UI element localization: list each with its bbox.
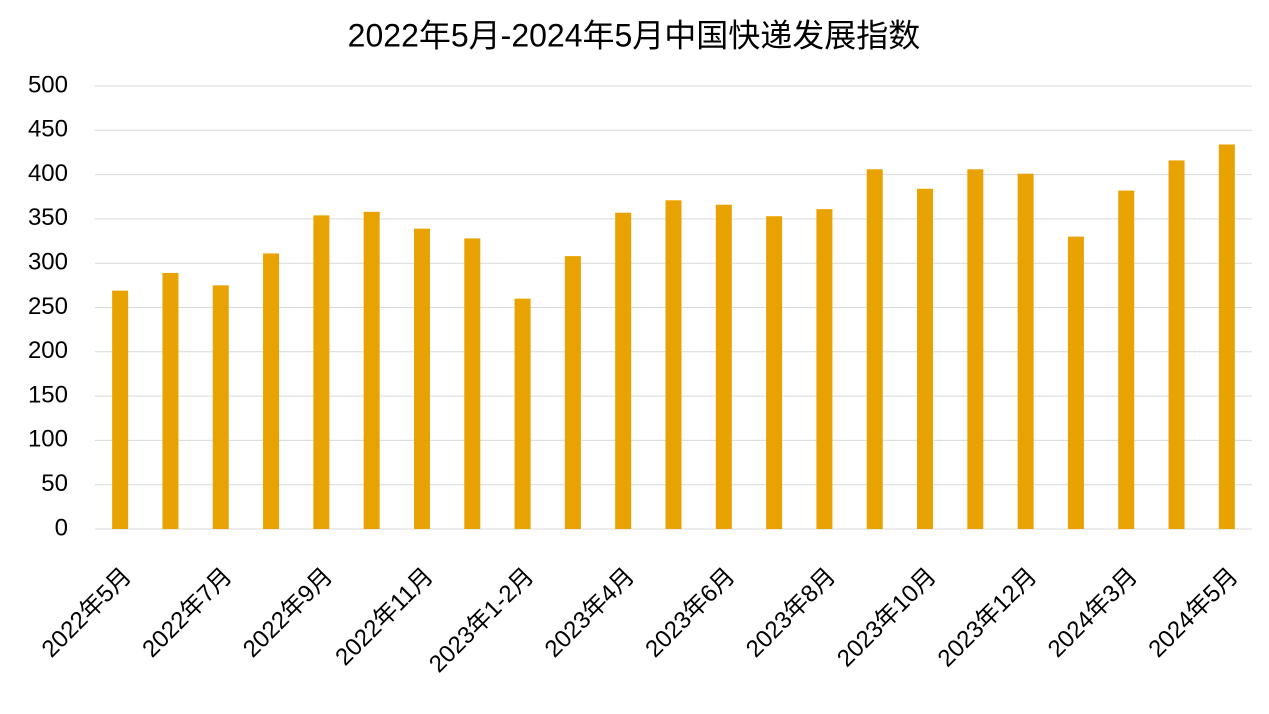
x-tick-label: 2023年8月 xyxy=(741,563,841,663)
bar xyxy=(162,272,179,529)
y-tick-label: 300 xyxy=(28,249,68,276)
y-tick-label: 450 xyxy=(28,116,68,143)
y-tick-label: 400 xyxy=(28,160,68,187)
x-tick-label: 2022年5月 xyxy=(37,563,137,663)
bar xyxy=(766,216,783,529)
x-tick-label: 2024年3月 xyxy=(1043,563,1143,663)
bar xyxy=(665,200,682,529)
y-tick-label: 200 xyxy=(28,337,68,364)
bar xyxy=(1067,236,1084,529)
bar xyxy=(263,253,280,530)
bar xyxy=(212,285,229,529)
y-tick-label: 50 xyxy=(41,470,68,497)
x-tick-label: 2022年11月 xyxy=(330,563,438,671)
y-tick-label: 100 xyxy=(28,426,68,453)
bar xyxy=(413,228,430,529)
bar xyxy=(917,188,934,529)
x-tick-label: 2023年6月 xyxy=(640,563,740,663)
y-tick-label: 150 xyxy=(28,381,68,408)
y-tick-label: 500 xyxy=(28,71,68,98)
bar xyxy=(615,212,632,529)
chart-title: 2022年5月-2024年5月中国快递发展指数 xyxy=(348,17,921,53)
x-tick-label: 2024年5月 xyxy=(1143,563,1243,663)
y-tick-label: 350 xyxy=(28,204,68,231)
bar xyxy=(313,215,330,529)
bar xyxy=(816,209,833,530)
bar xyxy=(1118,190,1135,529)
bar xyxy=(1017,173,1034,530)
bar xyxy=(866,169,883,529)
bar xyxy=(363,211,380,529)
bar xyxy=(715,204,732,529)
bar xyxy=(1168,160,1185,529)
y-tick-label: 0 xyxy=(55,514,68,541)
y-tick-label: 250 xyxy=(28,293,68,320)
x-tick-label: 2022年9月 xyxy=(238,563,338,663)
bar xyxy=(1218,144,1235,529)
bar xyxy=(514,298,531,529)
x-tick-label: 2023年10月 xyxy=(832,563,942,673)
x-tick-label: 2023年1-2月 xyxy=(424,563,539,678)
bar xyxy=(464,238,481,529)
bar xyxy=(564,256,581,529)
x-tick-label: 2022年7月 xyxy=(137,563,237,663)
bar xyxy=(967,169,984,529)
x-tick-label: 2023年4月 xyxy=(540,563,640,663)
x-tick-label: 2023年12月 xyxy=(933,563,1043,673)
bar xyxy=(112,290,129,529)
